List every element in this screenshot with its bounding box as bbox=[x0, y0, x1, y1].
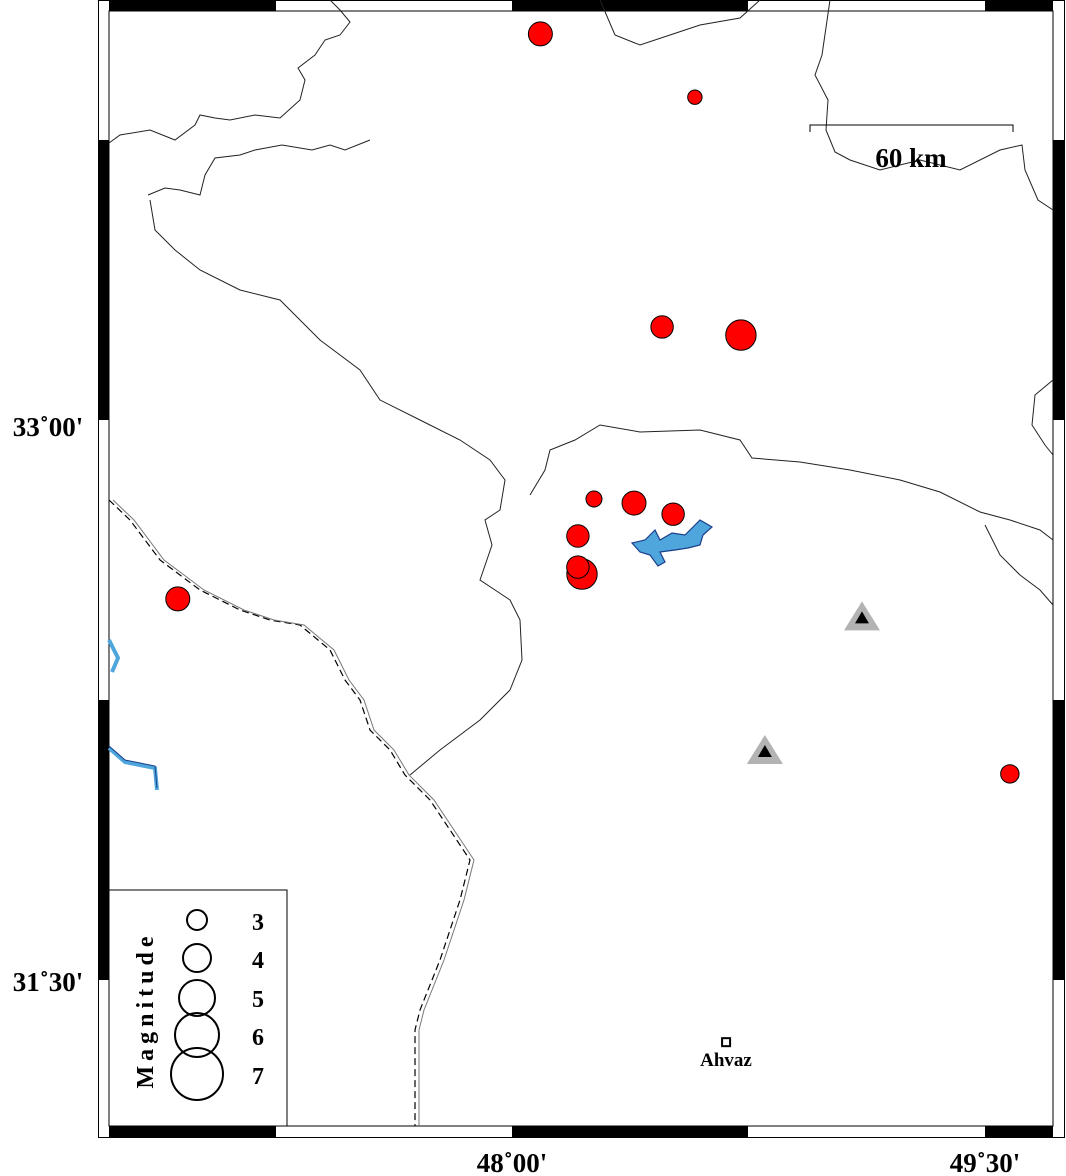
frame-tick-bar bbox=[985, 1126, 1053, 1137]
water-bodies bbox=[107, 519, 714, 791]
seismic-stations bbox=[746, 601, 880, 764]
scale-bar-label: 60 km bbox=[875, 143, 947, 173]
legend-label-6: 6 bbox=[252, 1025, 264, 1051]
province-border bbox=[984, 524, 1054, 606]
boundary-lines bbox=[108, 0, 1054, 1126]
magnitude-legend: Magnitude 3 4 5 6 7 bbox=[108, 889, 288, 1127]
frame-tick-bar bbox=[109, 0, 276, 11]
legend-circle-7 bbox=[170, 1047, 224, 1101]
earthquake-event-circle bbox=[621, 490, 647, 516]
legend-label-4: 4 bbox=[252, 948, 264, 974]
frame-tick-bar bbox=[98, 140, 109, 420]
city-marker-square bbox=[721, 1037, 732, 1048]
legend-circle-4 bbox=[182, 943, 212, 973]
earthquake-event-circle bbox=[527, 21, 553, 47]
province-border bbox=[529, 424, 1054, 541]
lon-tick-label-48: 48˚00' bbox=[477, 1148, 548, 1176]
river-edge bbox=[108, 745, 158, 789]
frame-tick-bar bbox=[98, 700, 109, 980]
frame-tick-bar bbox=[109, 1126, 276, 1137]
city-label-ahvaz: Ahvaz bbox=[700, 1050, 752, 1071]
earthquake-event-circle bbox=[585, 490, 603, 508]
international-border bbox=[108, 499, 471, 1126]
legend-label-5: 5 bbox=[252, 987, 264, 1013]
frame-tick-bar bbox=[512, 1126, 748, 1137]
earthquake-event-circle bbox=[566, 524, 590, 548]
legend-label-7: 7 bbox=[252, 1064, 264, 1090]
province-border bbox=[1031, 379, 1054, 456]
earthquake-event-circle bbox=[661, 502, 685, 526]
province-border bbox=[149, 199, 523, 776]
province-border bbox=[599, 0, 761, 46]
province-border bbox=[147, 139, 371, 196]
scale-bar: 60 km bbox=[809, 124, 1014, 173]
earthquake-event-circle bbox=[566, 555, 590, 579]
legend-circle-5 bbox=[178, 979, 216, 1017]
frame-tick-bar bbox=[1053, 700, 1064, 980]
international-border-line bbox=[112, 499, 475, 1126]
river bbox=[107, 639, 121, 673]
earthquake-event-circle bbox=[650, 315, 674, 339]
earthquake-event-circle bbox=[725, 319, 757, 351]
cities bbox=[721, 1037, 732, 1048]
legend-label-3: 3 bbox=[252, 910, 264, 936]
scale-bar-line bbox=[809, 124, 1014, 132]
earthquake-events bbox=[165, 21, 1020, 784]
earthquake-event-circle bbox=[1000, 764, 1020, 784]
legend-circle-6 bbox=[174, 1012, 220, 1058]
station-triangle-icon bbox=[757, 744, 772, 757]
earthquake-event-circle bbox=[687, 89, 703, 105]
lon-tick-label-49-30: 49˚30' bbox=[950, 1148, 1021, 1176]
province-border bbox=[108, 0, 351, 144]
province-border bbox=[814, 0, 1054, 211]
lat-tick-label-33: 33˚00' bbox=[13, 412, 84, 442]
station-triangle-icon bbox=[854, 611, 869, 624]
legend-title: Magnitude bbox=[133, 931, 159, 1088]
reservoir bbox=[630, 519, 714, 567]
frame-tick-bar bbox=[985, 0, 1053, 11]
earthquake-event-circle bbox=[165, 586, 191, 612]
frame-tick-bar bbox=[1053, 140, 1064, 420]
legend-circle-3 bbox=[186, 909, 208, 931]
lat-tick-label-31-30: 31˚30' bbox=[13, 967, 84, 997]
frame-tick-bar bbox=[512, 0, 748, 11]
